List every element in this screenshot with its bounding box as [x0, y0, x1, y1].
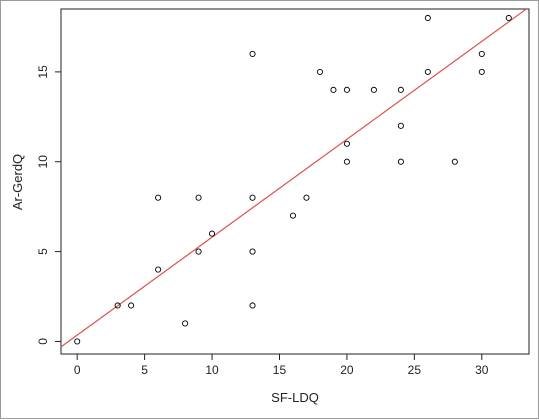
data-point — [155, 194, 162, 201]
data-point — [249, 248, 256, 255]
data-point — [397, 86, 404, 93]
data-point — [289, 212, 297, 219]
data-point — [330, 86, 337, 93]
data-point — [303, 194, 310, 201]
y-tick-label: 10 — [36, 155, 50, 169]
data-point — [478, 68, 485, 75]
y-tick-label: 5 — [36, 248, 50, 255]
data-point — [249, 50, 256, 57]
data-point — [424, 14, 431, 22]
x-axis-title: SF-LDQ — [271, 390, 319, 405]
data-point — [505, 14, 512, 22]
x-tick-label: 5 — [141, 363, 148, 377]
regression-layer — [61, 9, 528, 348]
data-point — [114, 302, 121, 309]
y-tick-label: 0 — [36, 338, 50, 345]
data-point — [182, 320, 189, 327]
data-point — [397, 158, 404, 165]
y-axis: 0 5 10 15 — [36, 65, 61, 345]
data-point — [451, 158, 458, 165]
x-tick-label: 30 — [475, 363, 489, 377]
data-point — [370, 86, 377, 93]
data-point — [343, 140, 350, 147]
x-tick-label: 15 — [273, 363, 287, 377]
data-point — [316, 68, 324, 75]
data-point — [249, 194, 256, 201]
x-tick-label: 0 — [74, 363, 81, 377]
x-tick-label: 10 — [205, 363, 219, 377]
data-point — [155, 266, 162, 273]
y-tick-label: 15 — [36, 65, 50, 79]
data-point — [424, 68, 431, 75]
data-point — [478, 50, 485, 57]
data-point — [397, 122, 404, 129]
x-tick-label: 25 — [408, 363, 422, 377]
regression-line — [61, 9, 528, 348]
y-axis-title: Ar-GerdQ — [10, 154, 25, 210]
data-point — [343, 86, 350, 93]
data-point — [74, 338, 81, 345]
x-axis: 0 5 10 15 20 25 30 — [74, 354, 489, 377]
data-point — [249, 302, 256, 309]
data-point — [195, 248, 202, 255]
data-point — [343, 158, 350, 165]
plot-area-border — [60, 8, 530, 355]
data-points — [74, 14, 512, 345]
data-point — [128, 302, 135, 309]
data-point — [209, 230, 216, 237]
data-point — [195, 194, 202, 201]
x-tick-label: 20 — [340, 363, 354, 377]
